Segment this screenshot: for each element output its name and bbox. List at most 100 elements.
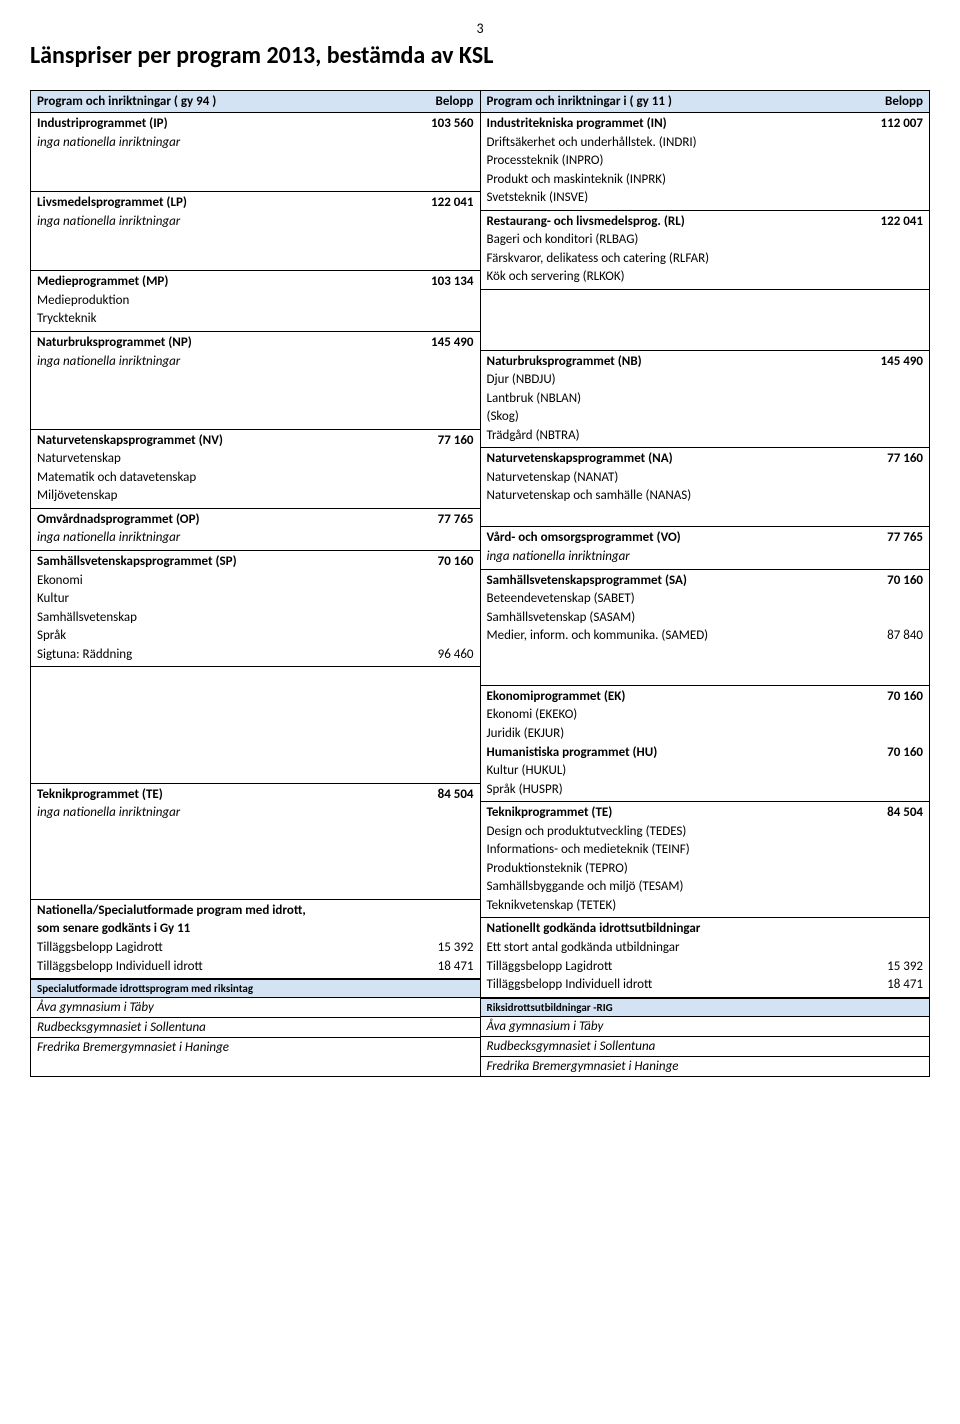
table-row: Produktionsteknik (TEPRO) — [487, 860, 924, 878]
row-label: Juridik (EKJUR) — [487, 725, 854, 743]
row-value — [853, 897, 923, 915]
row-value — [404, 627, 474, 645]
row-value — [853, 781, 923, 799]
section: Naturvetenskapsprogrammet (NV)77 160Natu… — [31, 430, 480, 509]
table-row: Kultur — [37, 590, 474, 608]
section: Teknikprogrammet (TE)84 504inga nationel… — [31, 784, 480, 900]
table-row: Teknikvetenskap (TETEK) — [487, 897, 924, 915]
section — [481, 290, 930, 351]
row-value — [853, 371, 923, 389]
row-label: (Skog) — [487, 408, 854, 426]
row-value — [404, 310, 474, 328]
table-row: Lantbruk (NBLAN) — [487, 390, 924, 408]
table-row: Språk — [37, 627, 474, 645]
left-column: Program och inriktningar ( gy 94 )Belopp… — [31, 91, 480, 1076]
row-label: Trädgård (NBTRA) — [487, 427, 854, 445]
header-label: Program och inriktningar i ( gy 11 ) — [481, 91, 860, 112]
table-row: Nationella/Specialutformade program med … — [37, 902, 474, 920]
row-label: Teknikvetenskap (TETEK) — [487, 897, 854, 915]
row-label: Medier, inform. och kommunika. (SAMED) — [487, 627, 854, 645]
row-label: inga nationella inriktningar — [37, 213, 404, 231]
row-label: Industritekniska programmet (IN) — [487, 115, 854, 133]
row-value — [853, 390, 923, 408]
small-header: Riksidrottsutbildningar -RIG — [481, 998, 930, 1017]
row-label: Restaurang- och livsmedelsprog. (RL) — [487, 213, 854, 231]
row-value — [853, 171, 923, 189]
row-label: Livsmedelsprogrammet (LP) — [37, 194, 404, 212]
section: Nationella/Specialutformade program med … — [31, 900, 480, 979]
bottom-item: Fredrika Bremergymnasiet i Haninge — [481, 1057, 930, 1076]
table-row: Industriprogrammet (IP)103 560 — [37, 115, 474, 133]
column-header: Program och inriktningar i ( gy 11 )Belo… — [481, 91, 930, 113]
table-row: Matematik och datavetenskap — [37, 469, 474, 487]
table-row — [487, 506, 924, 524]
table-row: Medieproduktion — [37, 292, 474, 310]
table-row: Kultur (HUKUL) — [487, 762, 924, 780]
section: Teknikprogrammet (TE)84 504Design och pr… — [481, 802, 930, 918]
table-row: Medier, inform. och kommunika. (SAMED)87… — [487, 627, 924, 645]
row-value: 18 471 — [404, 958, 474, 976]
table-row: Restaurang- och livsmedelsprog. (RL)122 … — [487, 213, 924, 231]
table-row: Naturbruksprogrammet (NP)145 490 — [37, 334, 474, 352]
row-label: Naturbruksprogrammet (NB) — [487, 353, 854, 371]
row-value: 70 160 — [853, 688, 923, 706]
row-value — [404, 804, 474, 822]
row-label: Samhällsvetenskapsprogrammet (SP) — [37, 553, 404, 571]
row-value — [853, 231, 923, 249]
section: Samhällsvetenskapsprogrammet (SA)70 160B… — [481, 570, 930, 686]
row-label: Samhällsvetenskapsprogrammet (SA) — [487, 572, 854, 590]
table-row: inga nationella inriktningar — [37, 529, 474, 547]
table-row: Humanistiska programmet (HU)70 160 — [487, 744, 924, 762]
row-value — [404, 609, 474, 627]
row-label: Samhällsbyggande och miljö (TESAM) — [487, 878, 854, 896]
row-value — [404, 134, 474, 152]
row-value — [404, 213, 474, 231]
table-row: Trädgård (NBTRA) — [487, 427, 924, 445]
table-row — [37, 860, 474, 878]
table-row: Teknikprogrammet (TE)84 504 — [487, 804, 924, 822]
table-row: Djur (NBDJU) — [487, 371, 924, 389]
row-value — [404, 529, 474, 547]
section: Nationellt godkända idrottsutbildningarE… — [481, 918, 930, 997]
table-row: Medieprogrammet (MP)103 134 — [37, 273, 474, 291]
page-title: Länspriser per program 2013, bestämda av… — [30, 41, 930, 70]
row-label: Kultur — [37, 590, 404, 608]
row-value — [404, 902, 474, 920]
row-label: Naturvetenskap (NANAT) — [487, 469, 854, 487]
row-value — [853, 548, 923, 566]
table-row: Vård- och omsorgsprogrammet (VO)77 765 — [487, 529, 924, 547]
row-value: 77 765 — [853, 529, 923, 547]
row-label: inga nationella inriktningar — [37, 353, 404, 371]
section: Naturbruksprogrammet (NP)145 490inga nat… — [31, 332, 480, 430]
table-row: Samhällsbyggande och miljö (TESAM) — [487, 878, 924, 896]
row-label: Ekonomiprogrammet (EK) — [487, 688, 854, 706]
row-label: Driftsäkerhet och underhållstek. (INDRI) — [487, 134, 854, 152]
row-label: Tilläggsbelopp Individuell idrott — [487, 976, 854, 994]
table-row: Driftsäkerhet och underhållstek. (INDRI) — [487, 134, 924, 152]
row-value — [404, 487, 474, 505]
row-value: 145 490 — [404, 334, 474, 352]
section: Vård- och omsorgsprogrammet (VO)77 765in… — [481, 527, 930, 569]
row-label: Kultur (HUKUL) — [487, 762, 854, 780]
row-label: Vård- och omsorgsprogrammet (VO) — [487, 529, 854, 547]
row-value — [853, 609, 923, 627]
table-row — [37, 390, 474, 408]
row-value — [404, 469, 474, 487]
section: Ekonomiprogrammet (EK)70 160Ekonomi (EKE… — [481, 686, 930, 802]
row-value — [404, 353, 474, 371]
row-value: 145 490 — [853, 353, 923, 371]
row-value: 122 041 — [404, 194, 474, 212]
table-row: (Skog) — [487, 408, 924, 426]
row-value — [404, 572, 474, 590]
row-value — [404, 920, 474, 938]
row-value — [853, 706, 923, 724]
row-value: 112 007 — [853, 115, 923, 133]
table-row: Tryckteknik — [37, 310, 474, 328]
section: Naturbruksprogrammet (NB)145 490Djur (NB… — [481, 351, 930, 449]
row-value — [853, 860, 923, 878]
row-value — [853, 152, 923, 170]
table-row: Kök och servering (RLKOK) — [487, 268, 924, 286]
table-row: Färskvaror, delikatess och catering (RLF… — [487, 250, 924, 268]
row-value — [853, 725, 923, 743]
table-row: Ekonomiprogrammet (EK)70 160 — [487, 688, 924, 706]
